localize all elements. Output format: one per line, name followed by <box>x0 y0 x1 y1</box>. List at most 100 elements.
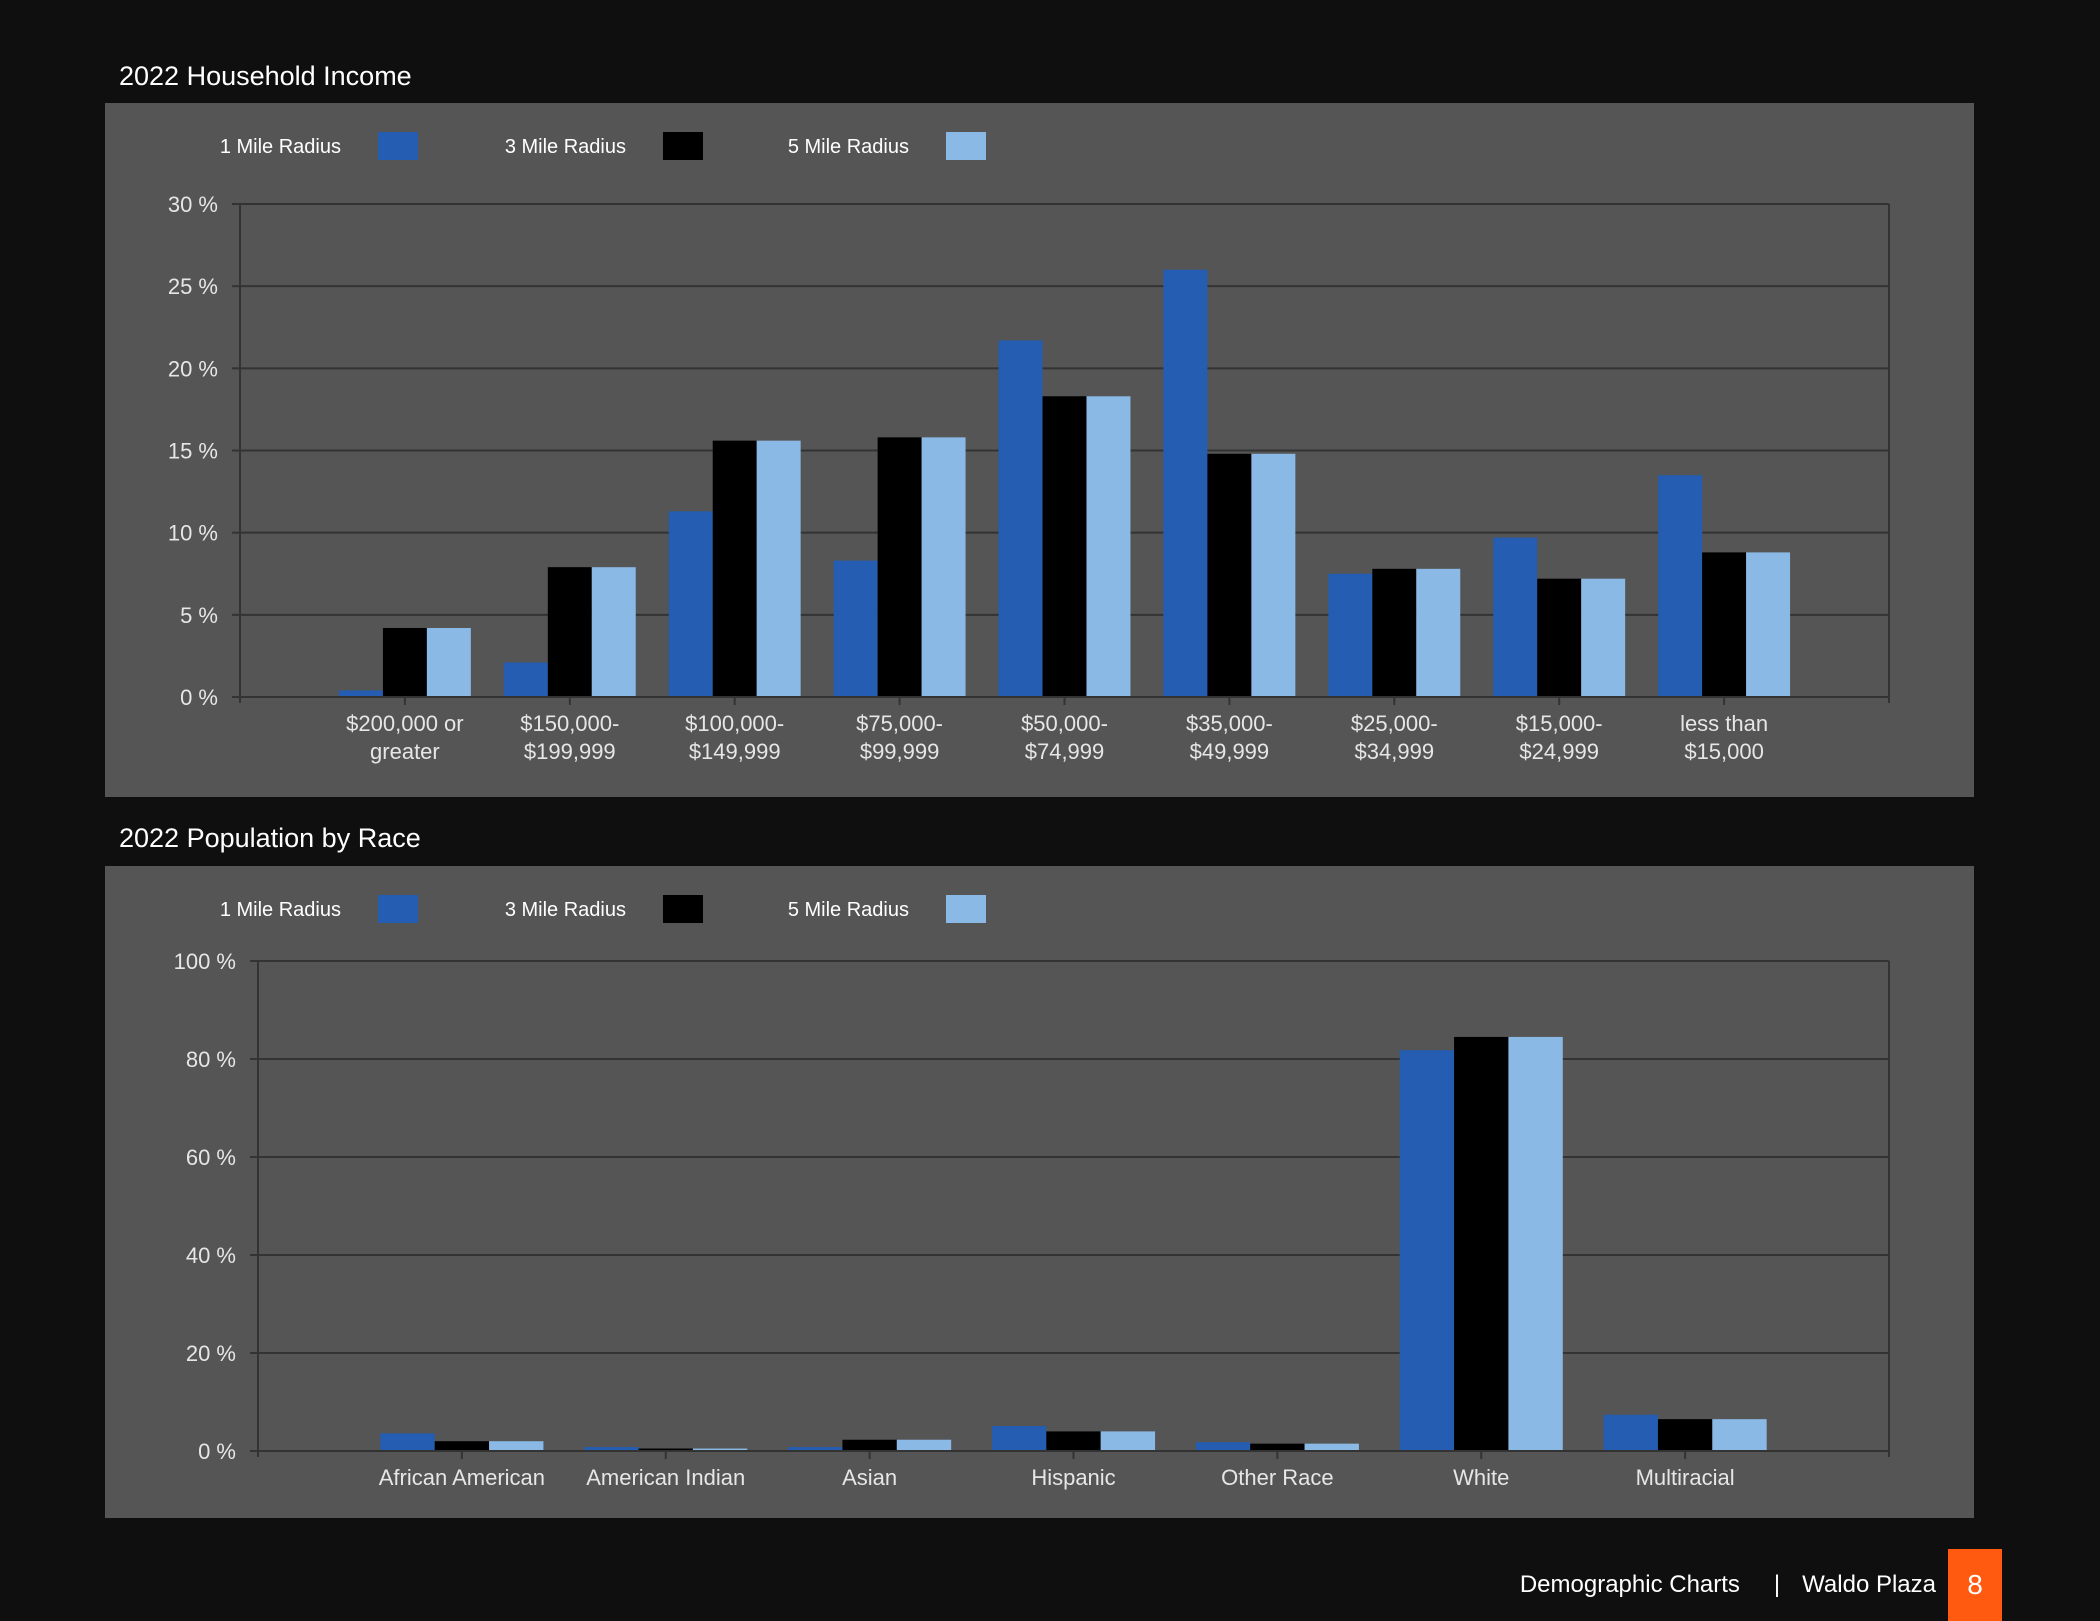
bar <box>1250 1443 1305 1451</box>
legend-label: 1 Mile Radius <box>220 136 341 158</box>
y-tick-label: 60 % <box>186 1145 236 1170</box>
bar <box>1508 1036 1563 1451</box>
y-tick-label: 10 % <box>168 521 218 546</box>
page-footer: Demographic Charts | Waldo Plaza 8 <box>1520 1549 2100 1621</box>
bar <box>896 1439 952 1451</box>
bar <box>638 1448 693 1451</box>
legend-label: 3 Mile Radius <box>505 899 626 921</box>
x-category-label: Other Race <box>1221 1465 1334 1490</box>
x-category-label: Hispanic <box>1031 1465 1115 1490</box>
y-tick-label: 100 % <box>174 949 236 974</box>
bar <box>338 690 383 697</box>
bar <box>1416 568 1461 697</box>
bar <box>1399 1050 1455 1451</box>
x-category-label: $25,000- <box>1351 711 1438 736</box>
x-category-label: African American <box>379 1465 545 1490</box>
race-chart-title: 2022 Population by Race <box>119 823 421 853</box>
page-number: 8 <box>1967 1569 1983 1600</box>
bar <box>489 1441 544 1451</box>
x-category-label: $24,999 <box>1519 739 1599 764</box>
bar <box>1251 453 1296 697</box>
bar <box>1207 453 1252 697</box>
x-category-label: Asian <box>842 1465 897 1490</box>
income-bar-chart: 1 Mile Radius 3 Mile Radius 5 Mile Radius 0… <box>168 132 1890 764</box>
bar <box>1454 1036 1509 1451</box>
page-number-badge: 8 <box>1948 1549 2002 1621</box>
x-category-label: $35,000- <box>1186 711 1273 736</box>
x-category-label: White <box>1453 1465 1509 1490</box>
bar <box>788 1447 843 1451</box>
bar <box>833 560 878 697</box>
bar <box>1657 1419 1713 1451</box>
x-category-label: $200,000 or <box>346 711 463 736</box>
legend-swatch <box>378 132 418 160</box>
bar <box>668 511 713 697</box>
footer-section-label: Demographic Charts <box>1519 1571 1740 1598</box>
x-category-label: $149,999 <box>689 739 781 764</box>
x-category-label: $150,000- <box>520 711 619 736</box>
x-category-label: $100,000- <box>685 711 784 736</box>
legend-swatch <box>946 132 986 160</box>
bar <box>842 1439 897 1451</box>
footer-separator: | <box>1773 1571 1781 1598</box>
x-category-label: $74,999 <box>1025 739 1105 764</box>
race-chart-panel: 1 Mile Radius 3 Mile Radius 5 Mile Radius 0… <box>105 866 1974 1518</box>
bar <box>380 1433 435 1451</box>
bar <box>1603 1414 1658 1451</box>
x-category-label: $34,999 <box>1355 739 1435 764</box>
legend-swatch <box>663 895 703 923</box>
x-category-label: Multiracial <box>1636 1465 1735 1490</box>
bar <box>1086 396 1131 697</box>
bar <box>1195 1442 1251 1451</box>
bar <box>1328 573 1373 697</box>
bar <box>1702 552 1747 697</box>
bar <box>1658 475 1703 697</box>
bar <box>1163 269 1208 697</box>
bar <box>877 437 922 697</box>
income-chart-title: 2022 Household Income <box>119 61 412 91</box>
x-category-label: American Indian <box>586 1465 745 1490</box>
bar <box>1304 1443 1359 1451</box>
legend-swatch <box>378 895 418 923</box>
bar <box>382 627 427 697</box>
x-category-label: $75,000- <box>856 711 943 736</box>
bar <box>1712 1419 1767 1451</box>
x-category-label: $49,999 <box>1190 739 1270 764</box>
y-tick-label: 20 % <box>168 356 218 381</box>
x-category-label: $50,000- <box>1021 711 1108 736</box>
y-tick-label: 0 % <box>180 685 218 710</box>
bar <box>1581 578 1626 697</box>
bar <box>921 437 966 697</box>
x-category-label: $15,000- <box>1516 711 1603 736</box>
x-category-label: $99,999 <box>860 739 940 764</box>
y-tick-label: 40 % <box>186 1243 236 1268</box>
x-category-label: $15,000 <box>1684 739 1764 764</box>
race-bar-chart: 1 Mile Radius 3 Mile Radius 5 Mile Radius 0… <box>174 895 1890 1490</box>
legend-label: 3 Mile Radius <box>505 136 626 158</box>
legend-label: 1 Mile Radius <box>220 899 341 921</box>
y-tick-label: 80 % <box>186 1047 236 1072</box>
y-tick-label: 20 % <box>186 1341 236 1366</box>
bar <box>991 1426 1047 1451</box>
bar <box>591 567 636 697</box>
x-category-label: greater <box>370 739 440 764</box>
income-chart-panel: 1 Mile Radius 3 Mile Radius 5 Mile Radius 0… <box>105 103 1974 797</box>
legend-swatch <box>663 132 703 160</box>
bar <box>1537 578 1582 697</box>
y-tick-label: 5 % <box>180 603 218 628</box>
bar <box>756 440 801 697</box>
bar <box>1372 568 1417 697</box>
bar <box>998 340 1043 697</box>
bar <box>1046 1431 1101 1451</box>
footer-property-name: Waldo Plaza <box>1802 1571 1936 1598</box>
y-tick-label: 15 % <box>168 439 218 464</box>
legend-label: 5 Mile Radius <box>788 136 909 158</box>
bar <box>1100 1431 1156 1451</box>
x-category-label: $199,999 <box>524 739 616 764</box>
bar <box>1042 396 1087 697</box>
bar <box>1493 537 1538 697</box>
bar <box>426 627 471 697</box>
bar <box>547 567 592 697</box>
y-tick-label: 30 % <box>168 192 218 217</box>
y-tick-label: 0 % <box>198 1439 236 1464</box>
